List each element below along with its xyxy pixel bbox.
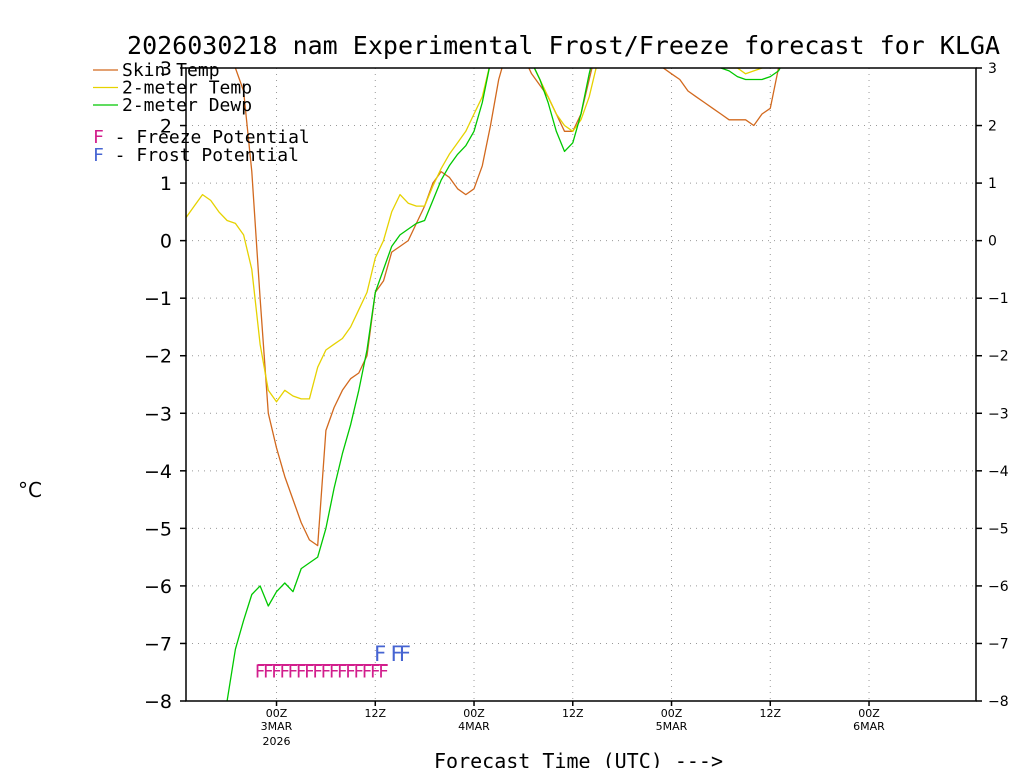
y-tick-label-left: −7 — [144, 633, 172, 655]
2-meter-temp-line — [186, 68, 764, 403]
legend-freeze-potential: F - Freeze Potential — [93, 127, 310, 148]
freeze-marker: F — [329, 661, 339, 682]
skin-temp-line — [234, 68, 780, 547]
series-group — [186, 68, 781, 701]
freeze-marker: F — [345, 661, 355, 682]
x-tick-label: 12Z — [562, 707, 584, 720]
y-tick-label-right: −8 — [988, 694, 1009, 710]
freeze-marker: F — [312, 661, 322, 682]
x-tick-label: 00Z — [463, 707, 485, 720]
y-tick-label-left: −3 — [144, 403, 172, 425]
y-tick-label-left: −5 — [144, 518, 172, 540]
y-tick-label-left: 0 — [160, 231, 172, 253]
x-tick-year: 2026 — [263, 735, 291, 748]
freeze-marker: F — [255, 661, 265, 682]
y-tick-label-right: 1 — [988, 176, 997, 192]
y-tick-label-right: −1 — [988, 291, 1009, 307]
freeze-marker: F — [354, 661, 364, 682]
freeze-marker: F — [362, 661, 372, 682]
freeze-marker: F — [378, 661, 388, 682]
y-tick-label-left: 1 — [160, 173, 172, 195]
y-tick-label-right: 0 — [988, 234, 997, 250]
freeze-marker: F — [370, 661, 380, 682]
y-tick-label-left: −2 — [144, 346, 172, 368]
chart-title: 2026030218 nam Experimental Frost/Freeze… — [127, 31, 1000, 60]
freeze-marker: F — [288, 661, 298, 682]
freeze-marker: F — [263, 661, 273, 682]
y-axis-label: °C — [18, 478, 42, 502]
x-tick-label: 00Z — [266, 707, 288, 720]
freeze-marker: F — [304, 661, 314, 682]
y-tick-label-right: −2 — [988, 349, 1009, 365]
legend-frost-potential: F - Frost Potential — [93, 145, 299, 166]
y-tick-label-right: 2 — [988, 119, 997, 135]
y-tick-label-left: 2 — [160, 116, 172, 138]
freeze-marker: F — [296, 661, 306, 682]
y-tick-label-right: 3 — [988, 61, 997, 77]
frost-marker: F — [374, 642, 386, 666]
x-tick-label: 00Z — [858, 707, 880, 720]
x-axis-label: Forecast Time (UTC) ---> — [434, 749, 723, 768]
x-tick-label: 00Z — [661, 707, 683, 720]
y-tick-label-right: −6 — [988, 579, 1009, 595]
y-tick-label-left: −6 — [144, 576, 172, 598]
x-tick-label: 12Z — [364, 707, 386, 720]
freeze-marker: F — [321, 661, 331, 682]
y-tick-label-left: 3 — [160, 58, 172, 80]
y-tick-label-right: −3 — [988, 406, 1009, 422]
plot-frame — [185, 67, 977, 702]
legend-label-skin-temp: Skin Temp — [122, 60, 220, 81]
grid — [186, 68, 976, 701]
legend-label-2-meter-dewp: 2-meter Dewp — [122, 95, 252, 116]
freeze-marker: F — [271, 661, 281, 682]
y-tick-label-right: −4 — [988, 464, 1009, 480]
y-tick-label-left: −1 — [144, 288, 172, 310]
y-tick-label-left: −8 — [144, 691, 172, 713]
x-tick-date: 3MAR — [261, 720, 293, 733]
frost-marker: F — [399, 642, 411, 666]
freeze-marker: F — [337, 661, 347, 682]
y-axis: −8 −8 −7 −7 −6 −6 −5 −5 −4 −4 −3 −3 −2 −2 −1 −1 0 0 1 1 2 2 3 3 — [144, 58, 1009, 713]
y-tick-label-right: −7 — [988, 636, 1009, 652]
legend-label-2-meter-temp: 2-meter Temp — [122, 78, 252, 99]
x-tick-date: 5MAR — [656, 720, 688, 733]
x-tick-label: 12Z — [759, 707, 781, 720]
frost-marker: F — [391, 642, 403, 666]
y-tick-label-right: −5 — [988, 521, 1009, 537]
x-tick-date: 4MAR — [458, 720, 490, 733]
y-tick-label-left: −4 — [144, 461, 172, 483]
2-meter-dewp-line — [225, 68, 781, 701]
x-tick-date: 6MAR — [853, 720, 885, 733]
freeze-marker: F — [280, 661, 290, 682]
